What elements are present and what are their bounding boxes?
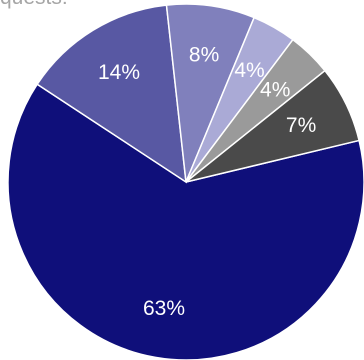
pie-slice-3 xyxy=(165,3,256,183)
pie-labels: 63% 14% 8% 4%4% 7% xyxy=(98,44,316,320)
pie-slice-label-1: 63% xyxy=(143,297,185,320)
pie-slice-label-2: 14% xyxy=(98,61,140,84)
pie-slice-1 xyxy=(7,83,364,360)
pie-slices xyxy=(7,3,364,360)
pie-slice-label-3: 8% xyxy=(189,44,219,67)
pie-slice-label-4: 4% xyxy=(234,59,264,82)
chart-title: quests: xyxy=(0,0,68,10)
pie-slice-label-5: 4% xyxy=(260,79,290,102)
pie-slice-2 xyxy=(36,4,187,184)
pie-slice-label-6: 7% xyxy=(286,114,316,137)
pie-slice-6 xyxy=(185,69,360,183)
